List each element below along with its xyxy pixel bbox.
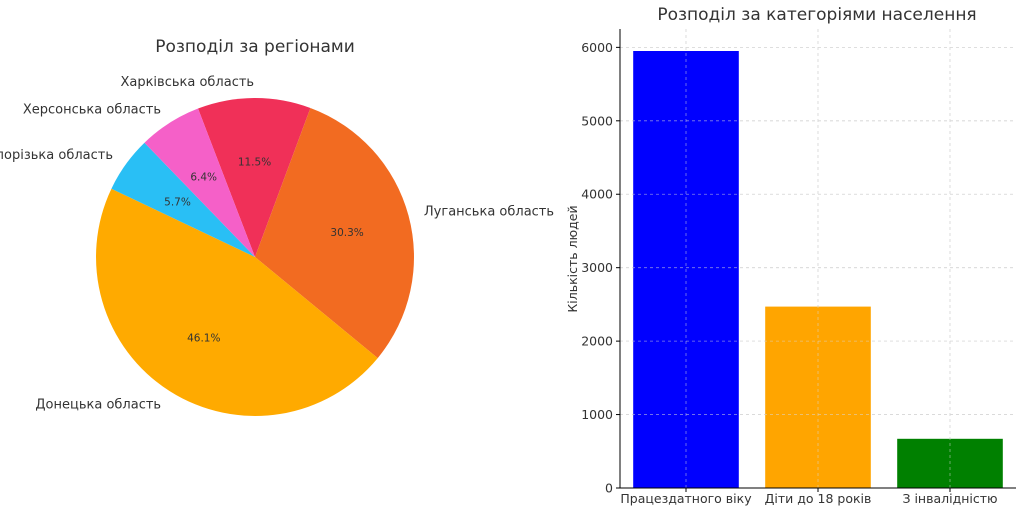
pie-slice-3 [111, 142, 255, 257]
pie-slice-label-1: Луганська область [424, 205, 554, 220]
y-tick-label-4: 4000 [581, 187, 613, 202]
x-tick-label-2: З інвалідністю [902, 491, 997, 506]
x-tick-label-1: Діти до 18 років [765, 491, 872, 506]
pie-pct-label-4: 6.4% [190, 172, 217, 184]
bar-chart-ylabel: Кількість людей [565, 205, 580, 312]
x-tick-label-0: Працездатного віку [620, 491, 752, 506]
bar-ticks: 0 1000 2000 3000 4000 5000 6000 Працездатного в… [581, 40, 997, 506]
y-tick-label-6: 6000 [581, 40, 613, 55]
pie-slice-label-4: Херсонська область [23, 103, 161, 118]
pie-slice-1 [255, 107, 414, 359]
bar-bars [620, 29, 1016, 489]
bar-axes [616, 29, 1016, 492]
pie-slice-0 [198, 97, 311, 257]
bar-chart-title: Розподіл за категоріями населення [657, 5, 976, 25]
pie-pct-label-3: 5.7% [164, 196, 191, 208]
y-tick-label-0: 0 [605, 481, 613, 496]
pie-pct-label-0: 11.5% [238, 157, 271, 169]
pie-chart-title: Розподіл за регіонами [155, 37, 355, 57]
pie-slice-label-2: Донецька область [35, 398, 161, 413]
pie-slice-2 [96, 188, 378, 416]
bar-chart: Розподіл за категоріями населення 0 1000 2… [565, 5, 1016, 506]
pie-pct-label-2: 46.1% [187, 333, 220, 345]
pie-slice-label-0: Харківська область [120, 75, 254, 90]
pie-pct-label-1: 30.3% [330, 227, 363, 239]
y-tick-label-2: 2000 [581, 334, 613, 349]
pie-labels: 11.5% Харківська область 30.3% Луганська об… [0, 75, 554, 413]
pie-chart: Розподіл за регіонами 11.5% Харківська об… [0, 37, 554, 416]
pie-slice-4 [144, 108, 255, 257]
pie-slices [96, 97, 414, 416]
y-tick-label-1: 1000 [581, 407, 613, 422]
y-tick-label-3: 3000 [581, 260, 613, 275]
y-tick-label-5: 5000 [581, 113, 613, 128]
pie-slice-label-3: Запорізька область [0, 148, 113, 163]
